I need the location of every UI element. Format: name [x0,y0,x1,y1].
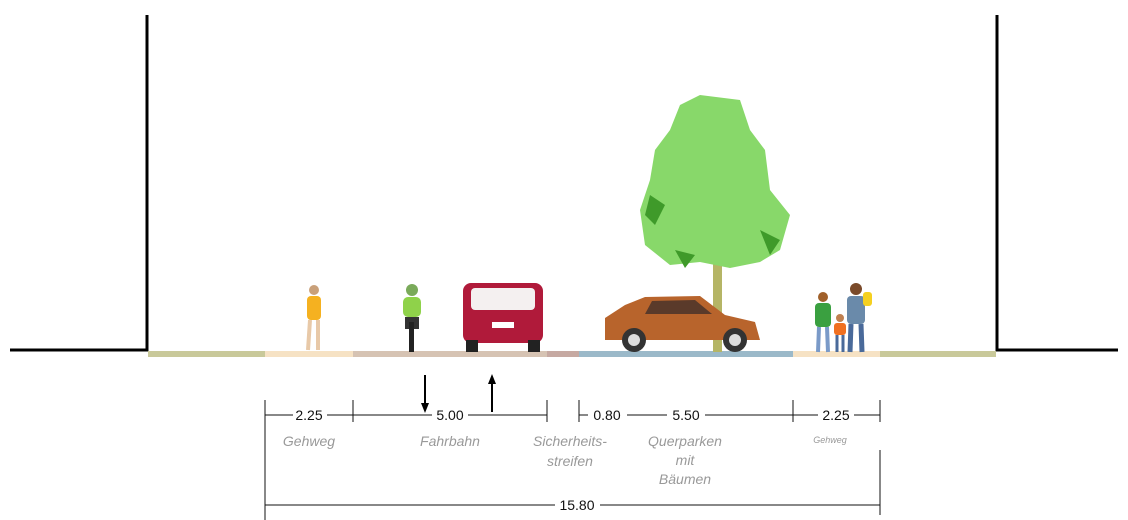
segment-name: Sicherheits- [533,433,607,449]
family [815,283,872,353]
direction-arrows [421,374,496,413]
segment-name: Gehweg [283,433,335,449]
width-label: 5.50 [672,407,699,423]
segment-name: streifen [547,453,593,469]
dimension-lines [264,400,881,520]
total-width: 15.80 [559,497,594,513]
surfaces [148,351,996,357]
segment-name: Querparken [648,433,722,449]
width-label: 0.80 [593,407,620,423]
segment-name: mit [676,452,696,468]
left-building [10,15,149,352]
segment-name: Gehweg [813,435,847,445]
tree [640,95,790,352]
pedestrian [306,285,321,351]
cyclist [403,284,421,352]
width-label: 2.25 [822,407,849,423]
car-rear [463,283,543,352]
segment-name: Fahrbahn [420,433,480,449]
right-building [995,15,1118,352]
car-side [605,296,760,352]
segment-name: Bäumen [659,471,711,487]
width-label: 5.00 [436,407,463,423]
width-label: 2.25 [295,407,322,423]
